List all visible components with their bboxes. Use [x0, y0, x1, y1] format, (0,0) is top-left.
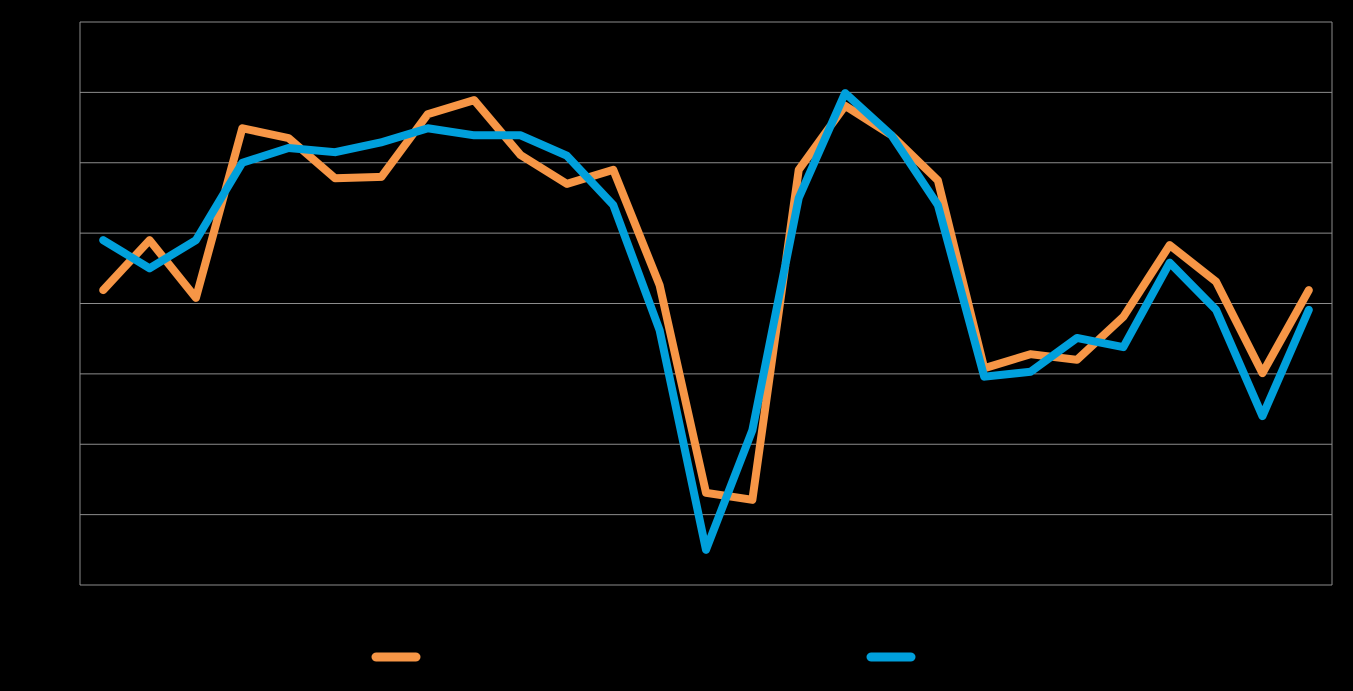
series-line [99, 89, 1313, 554]
